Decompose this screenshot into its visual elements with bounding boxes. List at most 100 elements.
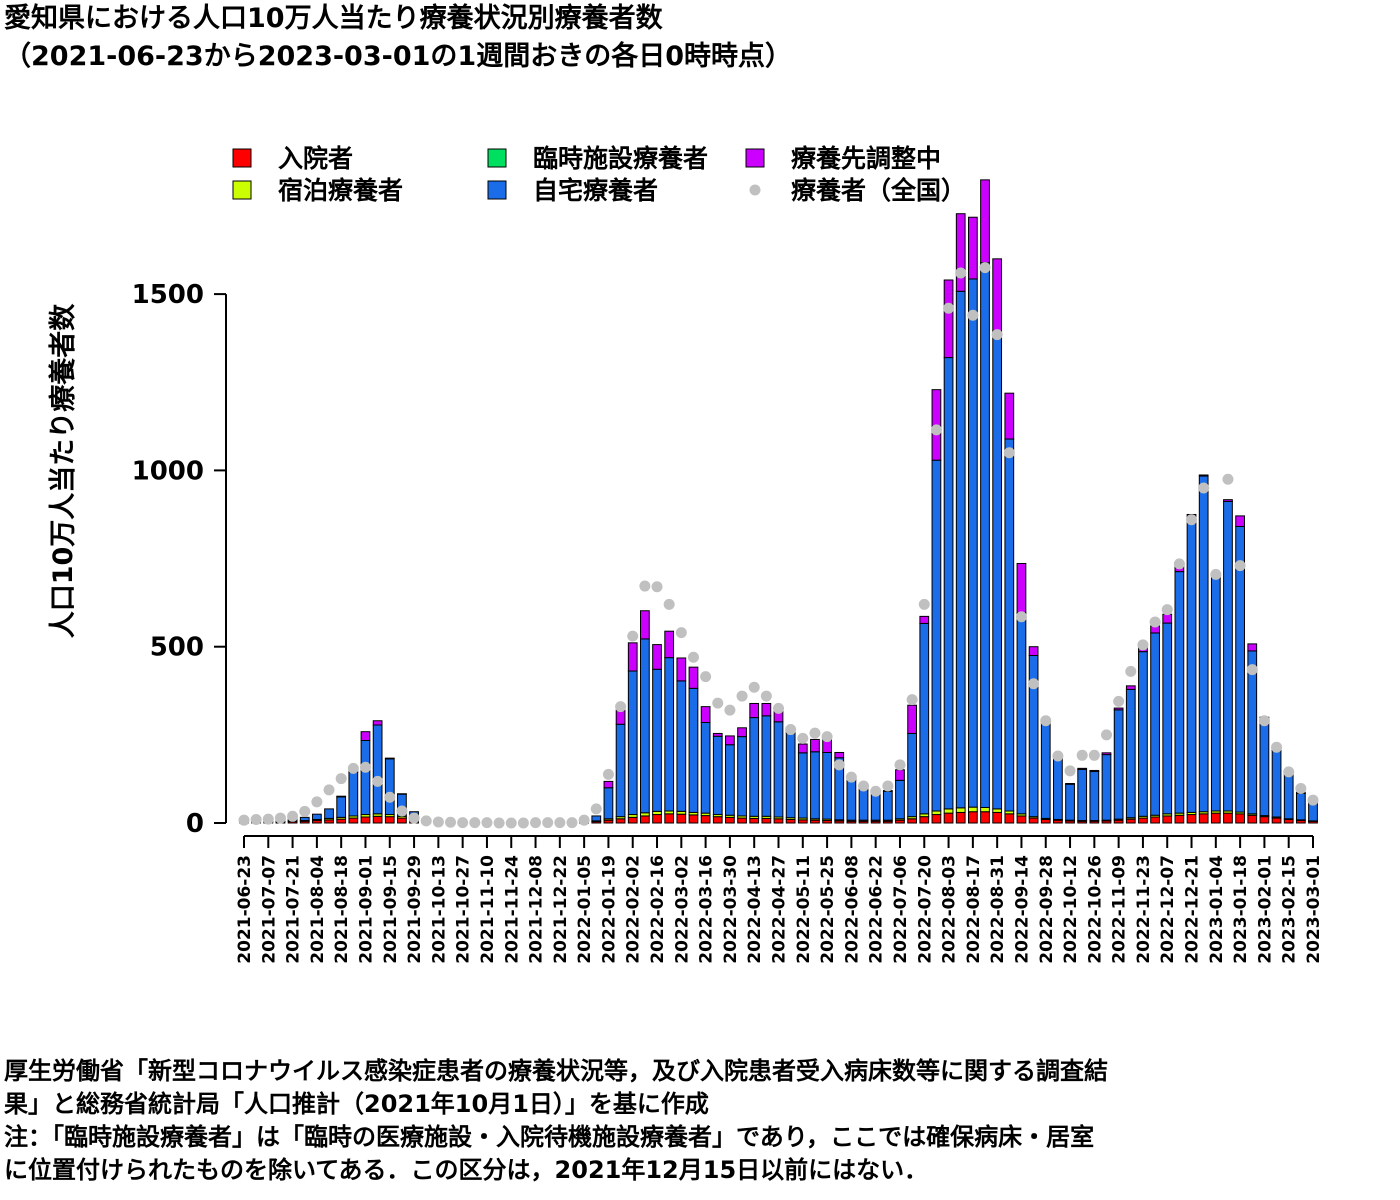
bar-segment	[676, 813, 687, 824]
bar-segment	[761, 817, 772, 824]
national-point	[712, 697, 724, 709]
bar-segment	[907, 818, 917, 824]
national-point	[554, 817, 566, 829]
bar-segment	[749, 702, 760, 719]
bar-segment	[700, 706, 711, 724]
x-tick-label: 2022-08-31	[988, 855, 1008, 964]
bar-segment	[627, 816, 638, 824]
bar-segment	[397, 793, 407, 795]
bar-segment	[1016, 562, 1027, 614]
x-tick-label: 2023-02-01	[1255, 855, 1275, 964]
bar-segment	[1077, 768, 1088, 822]
bar-segment	[761, 702, 772, 717]
bar-segment	[992, 811, 1003, 824]
bar-segment	[688, 814, 699, 824]
bar-segment	[664, 630, 675, 659]
national-point	[372, 775, 384, 787]
x-tick-label: 2022-09-14	[1012, 855, 1032, 964]
national-point	[1003, 447, 1015, 459]
x-tick-label: 2021-08-18	[332, 855, 352, 964]
bar-segment	[773, 721, 784, 818]
x-tick-label: 2022-08-03	[940, 855, 960, 964]
bar-segment	[1247, 643, 1258, 652]
x-tick-label: 2023-03-01	[1304, 855, 1324, 964]
x-tick-label: 2022-08-17	[964, 855, 984, 964]
bar-segment	[336, 796, 347, 818]
national-point	[238, 814, 250, 826]
bar-segment	[384, 757, 395, 760]
bar-segment	[1198, 813, 1209, 824]
bar-segment	[1028, 817, 1039, 824]
bar-segment	[348, 771, 359, 817]
x-tick-label: 2022-07-20	[915, 855, 935, 964]
y-tick-label: 1000	[132, 456, 204, 486]
national-point	[287, 810, 299, 822]
x-tick-label: 2021-06-23	[235, 855, 255, 964]
bar-segment	[1198, 475, 1209, 813]
x-tick-label: 2022-03-02	[672, 855, 692, 964]
y-tick-label: 1500	[132, 280, 204, 310]
bar-segment	[640, 610, 650, 640]
x-tick-label: 2021-09-15	[381, 855, 401, 964]
national-point	[663, 598, 675, 610]
bar-segment	[1210, 574, 1221, 812]
bar-segment	[1223, 500, 1233, 812]
x-tick-label: 2021-07-07	[259, 855, 279, 964]
bar-segment	[992, 332, 1003, 810]
bar-segment	[967, 806, 978, 813]
bar-segment	[1138, 651, 1148, 817]
national-point	[943, 302, 955, 314]
bar-segment	[773, 818, 784, 824]
national-point	[1198, 482, 1210, 494]
bar-segment	[822, 751, 832, 820]
x-tick-label: 2022-10-26	[1085, 855, 1105, 964]
national-point	[457, 817, 469, 829]
national-point	[1076, 749, 1088, 761]
bar-segment	[749, 717, 760, 817]
bar-segment	[299, 816, 310, 822]
bar-segment	[955, 811, 966, 824]
legend-label: 入院者	[278, 144, 353, 173]
x-tick-label: 2021-09-01	[356, 855, 376, 964]
x-tick-label: 2022-03-30	[721, 855, 741, 964]
national-point	[1283, 766, 1295, 778]
national-point	[955, 267, 967, 279]
national-point	[1246, 664, 1258, 676]
bar-segment	[895, 769, 905, 781]
bar-segment	[992, 808, 1003, 813]
national-point	[1307, 794, 1319, 806]
bar-segment	[737, 727, 747, 738]
bar-segment	[980, 806, 990, 813]
bar-segment	[676, 657, 687, 682]
bar-segment	[1101, 754, 1112, 821]
bar-segment	[397, 817, 407, 824]
bar-segment	[967, 278, 978, 808]
bar-segment	[967, 811, 978, 824]
national-point	[651, 581, 663, 593]
national-point	[566, 817, 578, 829]
bar-segment	[336, 818, 347, 824]
x-tick-label: 2021-07-21	[284, 855, 304, 964]
legend-label: 臨時施設療養者	[533, 144, 708, 173]
bar-segment	[384, 816, 395, 824]
national-point	[833, 759, 845, 771]
bar-segment	[943, 279, 954, 359]
source-notes: 厚生労働省「新型コロナウイルス感染症患者の療養状況等，及び入院患者受入病床数等に…	[4, 1055, 1396, 1187]
national-point	[797, 732, 809, 744]
national-point	[1113, 695, 1125, 707]
x-tick-label: 2023-01-18	[1231, 855, 1251, 964]
bar-segment	[1053, 758, 1063, 820]
x-tick-label: 2022-04-27	[770, 855, 790, 964]
national-point	[335, 773, 347, 785]
bar-segment	[360, 816, 371, 824]
legend-swatch	[232, 180, 252, 200]
national-point	[1149, 616, 1161, 628]
national-point	[1258, 715, 1270, 727]
bar-segment	[1125, 685, 1136, 690]
national-point	[323, 784, 335, 796]
bar-segment	[955, 213, 966, 292]
national-point	[1173, 558, 1185, 570]
bar-segment	[1138, 817, 1148, 824]
national-point	[1040, 715, 1052, 727]
bar-segment	[810, 751, 820, 820]
